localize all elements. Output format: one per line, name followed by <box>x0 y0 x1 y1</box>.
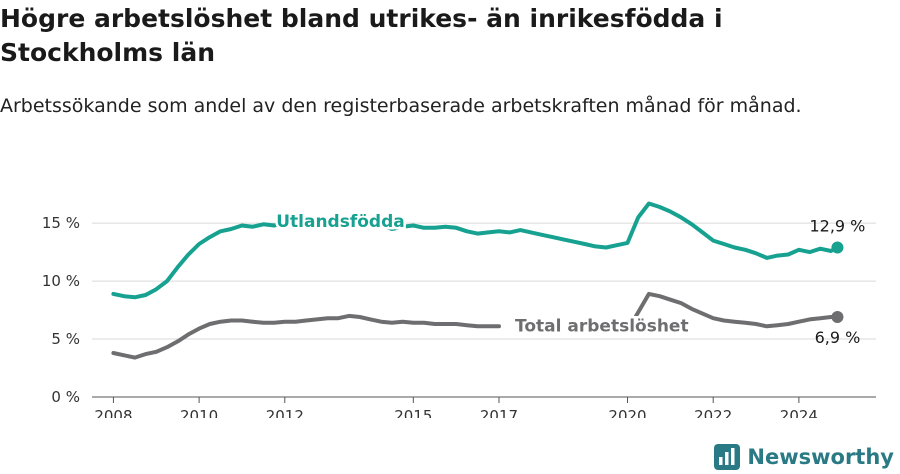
x-tick-label: 2010 <box>180 407 218 418</box>
x-tick-label: 2017 <box>480 407 518 418</box>
x-tick-label: 2012 <box>266 407 304 418</box>
series-annotation-0: Utlandsfödda <box>276 212 405 232</box>
newsworthy-logo-icon <box>714 444 741 470</box>
x-tick-label: 2022 <box>694 407 732 418</box>
series-end-point-1 <box>831 311 844 324</box>
series-end-label-1: 6,9 % <box>815 328 861 347</box>
chart-title: Högre arbetslöshet bland utrikes- än inr… <box>0 4 723 67</box>
series-line-0 <box>111 201 840 300</box>
series-annotation-1: Total arbetslöshet <box>515 317 689 337</box>
y-tick-label: 15 % <box>42 214 80 232</box>
series-line-1 <box>111 291 840 360</box>
y-tick-label: 10 % <box>42 272 80 290</box>
x-tick-label: 2020 <box>608 407 646 418</box>
chart-subtitle: Arbetssökande som andel av den registerb… <box>0 95 802 117</box>
y-tick-label: 5 % <box>51 330 80 348</box>
series-end-label-0: 12,9 % <box>809 217 865 236</box>
line-chart: 0 % 5 % 10 % 15 % 2008 2010 2012 2015 2017 2020 20… <box>42 201 876 418</box>
x-tick-label: 2008 <box>94 407 132 418</box>
brand-logo-block: Newsworthy <box>714 444 894 470</box>
x-tick-label: 2015 <box>394 407 432 418</box>
series-end-point-0 <box>831 241 844 254</box>
x-tick-label: 2024 <box>780 407 818 418</box>
y-tick-label: 0 % <box>51 388 80 406</box>
brand-name: Newsworthy <box>747 445 894 469</box>
